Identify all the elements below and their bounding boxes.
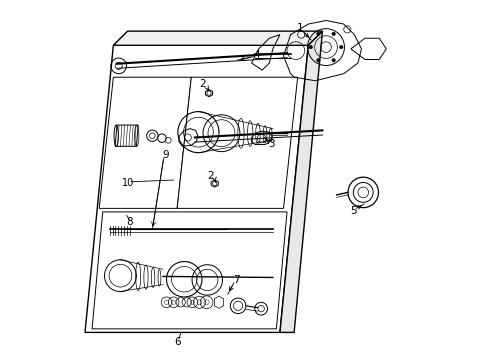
Text: 10: 10 [122,178,134,188]
Circle shape [308,45,312,49]
Polygon shape [177,77,297,208]
Polygon shape [99,77,191,208]
Text: 1: 1 [297,23,303,33]
Polygon shape [92,212,286,329]
Circle shape [339,45,343,49]
Polygon shape [279,31,322,332]
Text: 9: 9 [162,150,169,160]
Text: 7: 7 [233,275,240,285]
Text: 3: 3 [267,139,274,149]
Polygon shape [113,31,322,45]
Text: 2: 2 [207,171,214,181]
Text: 5: 5 [349,206,356,216]
Circle shape [316,59,320,62]
Text: 2: 2 [199,78,205,89]
Circle shape [316,32,320,36]
Circle shape [331,32,335,36]
Text: 6: 6 [174,337,181,347]
Polygon shape [85,45,307,332]
Text: 4: 4 [253,50,260,60]
Text: 8: 8 [126,217,132,227]
Circle shape [331,59,335,62]
